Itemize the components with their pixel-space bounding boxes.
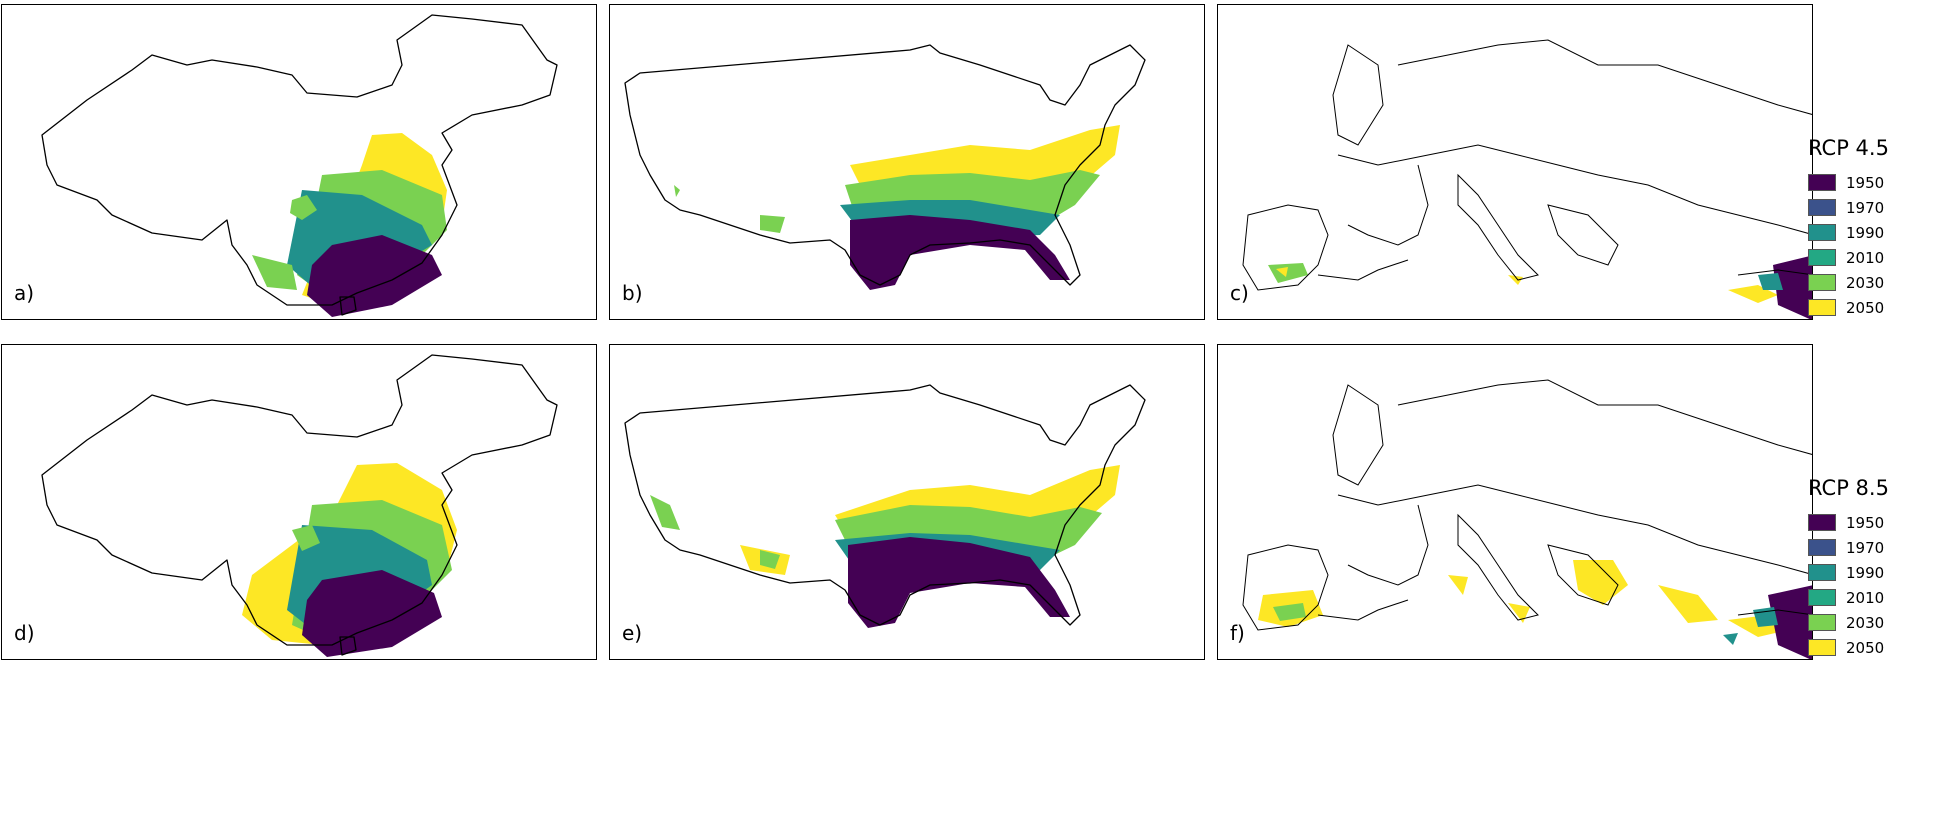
legend-item: 2010 (1808, 585, 1928, 610)
shading-china-rcp85 (242, 463, 457, 657)
legend-item: 1950 (1808, 170, 1928, 195)
legend-label: 1970 (1846, 198, 1885, 217)
panel-label: e) (622, 621, 643, 645)
legend-item: 1970 (1808, 535, 1928, 560)
panel-label: d) (14, 621, 35, 645)
legend-label: 2010 (1846, 588, 1885, 607)
legend-label: 1950 (1846, 173, 1885, 192)
legend-rcp85: RCP 8.5 1950 1970 1990 2010 2030 2050 (1808, 476, 1928, 660)
shading-usa-rcp45 (674, 125, 1120, 290)
map-panel-c: c) (1217, 4, 1813, 320)
legend-title: RCP 8.5 (1808, 476, 1889, 500)
legend-item: 1970 (1808, 195, 1928, 220)
china-outline (41, 354, 558, 646)
legend-swatch (1808, 274, 1836, 291)
legend-swatch (1808, 614, 1836, 631)
legend-item: 1990 (1808, 220, 1928, 245)
usa-outline (624, 384, 1146, 626)
legend-item: 2050 (1808, 635, 1928, 660)
legend-item: 1990 (1808, 560, 1928, 585)
legend-swatch (1808, 174, 1836, 191)
legend-item: 2010 (1808, 245, 1928, 270)
panel-label: c) (1230, 281, 1249, 305)
europe-outline (1242, 379, 1812, 631)
europe-map-rcp45 (1242, 39, 1812, 319)
legend-title: RCP 4.5 (1808, 136, 1889, 160)
legend-swatch (1808, 639, 1836, 656)
legend-swatch (1808, 224, 1836, 241)
legend-label: 1950 (1846, 513, 1885, 532)
shading-usa-rcp85 (650, 465, 1120, 628)
panel-label: b) (622, 281, 643, 305)
china-map-rcp85 (41, 354, 558, 657)
legend-label: 1990 (1846, 223, 1885, 242)
legend-item: 2050 (1808, 295, 1928, 320)
panel-label: a) (14, 281, 35, 305)
legend-swatch (1808, 199, 1836, 216)
legend-label: 2050 (1846, 298, 1885, 317)
europe-map-rcp85 (1242, 379, 1812, 659)
legend-item: 2030 (1808, 270, 1928, 295)
legend-swatch (1808, 514, 1836, 531)
usa-map-rcp45 (624, 44, 1146, 290)
map-panel-f: f) (1217, 344, 1813, 660)
legend-swatch (1808, 299, 1836, 316)
shading-china-rcp45 (252, 133, 447, 317)
legend-label: 2030 (1846, 613, 1885, 632)
legend-label: 2010 (1846, 248, 1885, 267)
shading-europe-rcp45 (1268, 255, 1812, 319)
map-panel-e: e) (609, 344, 1205, 660)
europe-outline (1242, 39, 1812, 291)
legend-item: 1950 (1808, 510, 1928, 535)
usa-map-rcp85 (624, 384, 1146, 628)
usa-outline (624, 44, 1146, 286)
map-panel-d: d) (1, 344, 597, 660)
legend-swatch (1808, 249, 1836, 266)
legend-swatch (1808, 589, 1836, 606)
legend-swatch (1808, 539, 1836, 556)
map-panel-a: a) (1, 4, 597, 320)
legend-label: 1970 (1846, 538, 1885, 557)
legend-label: 1990 (1846, 563, 1885, 582)
map-panel-b: b) (609, 4, 1205, 320)
legend-label: 2030 (1846, 273, 1885, 292)
legend-item: 2030 (1808, 610, 1928, 635)
china-map-rcp45 (41, 14, 558, 317)
legend-label: 2050 (1846, 638, 1885, 657)
china-outline (41, 14, 558, 306)
legend-rcp45: RCP 4.5 1950 1970 1990 2010 2030 2050 (1808, 136, 1928, 320)
panel-label: f) (1230, 621, 1245, 645)
shading-europe-rcp85 (1258, 560, 1812, 659)
legend-swatch (1808, 564, 1836, 581)
